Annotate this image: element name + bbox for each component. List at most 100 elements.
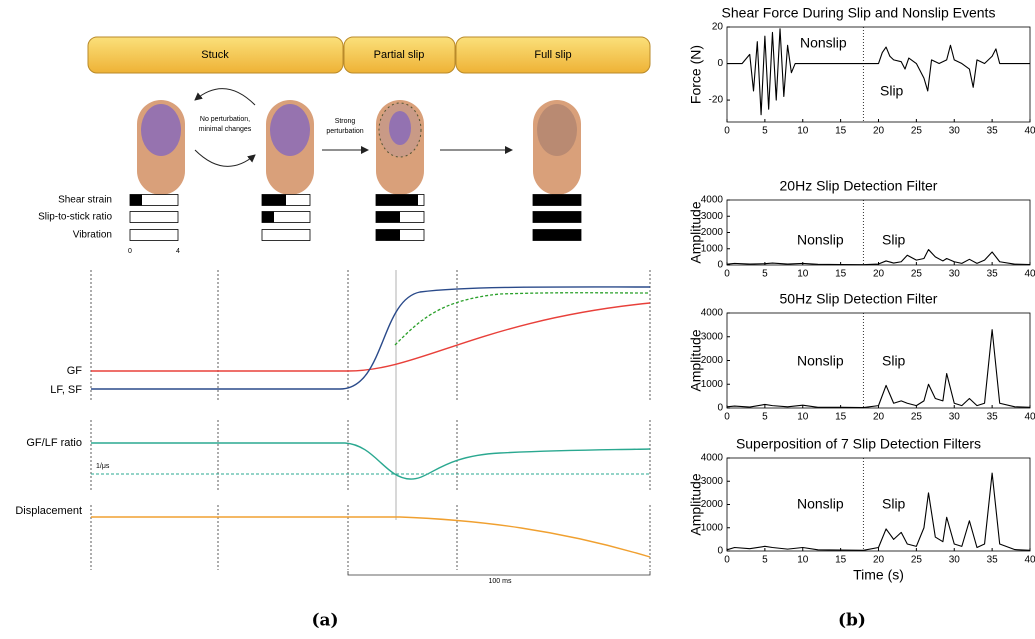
- x-tick-label: 30: [949, 412, 961, 423]
- y-tick-label: 0: [717, 403, 723, 414]
- indicator-bar: [376, 230, 400, 241]
- displacement-curve: [91, 517, 650, 557]
- y-tick-label: 4000: [701, 195, 724, 206]
- annotation: Nonslip: [800, 35, 847, 51]
- y-tick-label: 0: [717, 260, 723, 271]
- x-tick-label: 35: [987, 126, 999, 137]
- fingertip: [376, 100, 424, 195]
- chart-title: Superposition of 7 Slip Detection Filter…: [736, 436, 981, 452]
- y-axis-label: Force (N): [688, 45, 704, 104]
- x-tick-label: 25: [911, 269, 923, 280]
- chart-title: Shear Force During Slip and Nonslip Even…: [722, 5, 996, 21]
- indicator-bar: [376, 195, 418, 206]
- indicator-frame: [130, 212, 178, 223]
- indicator-bar: [376, 212, 400, 223]
- x-tick-label: 30: [949, 555, 961, 566]
- y-tick-label: 4000: [701, 308, 724, 319]
- x-tick-label: 10: [797, 412, 809, 423]
- time-scale-label: 100 ms: [489, 578, 512, 585]
- x-tick-label: 15: [835, 412, 847, 423]
- chart-title: 50Hz Slip Detection Filter: [780, 291, 938, 307]
- x-tick-label: 40: [1024, 126, 1035, 137]
- lf-curve: [91, 287, 650, 389]
- y-tick-label: 3000: [701, 211, 724, 222]
- y-tick-label: 1000: [701, 243, 724, 254]
- plot-frame: [727, 458, 1030, 551]
- annotation: Slip: [882, 353, 906, 369]
- curve-label: GF: [67, 365, 83, 377]
- x-tick-label: 5: [762, 555, 768, 566]
- curve-label: GF/LF ratio: [26, 437, 82, 449]
- phase-label: Full slip: [534, 49, 571, 61]
- arrow-caption: minimal changes: [199, 126, 252, 133]
- y-tick-label: 0: [717, 58, 723, 69]
- sf-curve: [395, 293, 650, 345]
- indicator-bar: [130, 195, 142, 206]
- arrow-caption: Strong: [335, 118, 356, 125]
- x-tick-label: 35: [987, 269, 999, 280]
- time-scale-bar: [348, 571, 650, 575]
- indicator-frame: [262, 230, 310, 241]
- phase-label: Partial slip: [374, 49, 425, 61]
- y-tick-label: 3000: [701, 331, 724, 342]
- x-tick-label: 25: [911, 555, 923, 566]
- x-axis-label: Time (s): [853, 567, 904, 583]
- y-tick-label: 0: [717, 546, 723, 557]
- x-tick-label: 30: [949, 126, 961, 137]
- indicator-label: Slip-to-stick ratio: [38, 212, 112, 223]
- x-tick-label: 20: [873, 269, 885, 280]
- x-tick-label: 40: [1024, 412, 1035, 423]
- annotation: Nonslip: [797, 353, 844, 369]
- fingertip: [137, 100, 185, 195]
- indicator-bar: [262, 212, 274, 223]
- annotation: Slip: [882, 232, 906, 248]
- x-tick-label: 5: [762, 126, 768, 137]
- figure: Stuck Partial slip Full slip No perturba…: [0, 0, 1035, 639]
- y-tick-label: 1000: [701, 379, 724, 390]
- indicator-scale-label: 4: [176, 248, 180, 255]
- x-tick-label: 5: [762, 269, 768, 280]
- y-tick-label: 3000: [701, 476, 724, 487]
- y-tick-label: 1000: [701, 522, 724, 533]
- x-tick-label: 0: [724, 126, 730, 137]
- indicator-bar: [533, 230, 581, 241]
- x-tick-label: 0: [724, 412, 730, 423]
- y-tick-label: 2000: [701, 499, 724, 510]
- x-tick-label: 20: [873, 126, 885, 137]
- x-tick-label: 15: [835, 555, 847, 566]
- x-tick-label: 40: [1024, 555, 1035, 566]
- x-tick-label: 10: [797, 126, 809, 137]
- panel-label: (b): [838, 611, 866, 631]
- arrow: [195, 150, 255, 166]
- indicator-bar: [262, 195, 286, 206]
- annotation: Nonslip: [797, 232, 844, 248]
- x-tick-label: 0: [724, 269, 730, 280]
- gf-curve: [91, 303, 650, 371]
- y-tick-label: -20: [709, 95, 724, 106]
- panel-label: (a): [311, 611, 338, 631]
- curve-label: 1/μs: [96, 463, 110, 470]
- chart-title: 20Hz Slip Detection Filter: [780, 178, 938, 194]
- x-tick-label: 35: [987, 555, 999, 566]
- arrow: [195, 89, 255, 105]
- x-tick-label: 0: [724, 555, 730, 566]
- phase-label: Stuck: [201, 49, 229, 61]
- arrow-caption: perturbation: [326, 128, 363, 135]
- annotation: Nonslip: [797, 496, 844, 512]
- indicator-frame: [130, 230, 178, 241]
- x-tick-label: 10: [797, 269, 809, 280]
- x-tick-label: 15: [835, 126, 847, 137]
- indicator-scale-label: 0: [128, 248, 132, 255]
- x-tick-label: 20: [873, 412, 885, 423]
- indicator-bar: [533, 195, 581, 206]
- fingertip: [266, 100, 314, 195]
- x-tick-label: 25: [911, 126, 923, 137]
- y-tick-label: 20: [712, 22, 724, 33]
- x-tick-label: 25: [911, 412, 923, 423]
- y-tick-label: 2000: [701, 355, 724, 366]
- x-tick-label: 10: [797, 555, 809, 566]
- curve-label: Displacement: [15, 505, 82, 517]
- annotation: Slip: [880, 83, 904, 99]
- fingertip: [533, 100, 581, 195]
- annotation: Slip: [882, 496, 906, 512]
